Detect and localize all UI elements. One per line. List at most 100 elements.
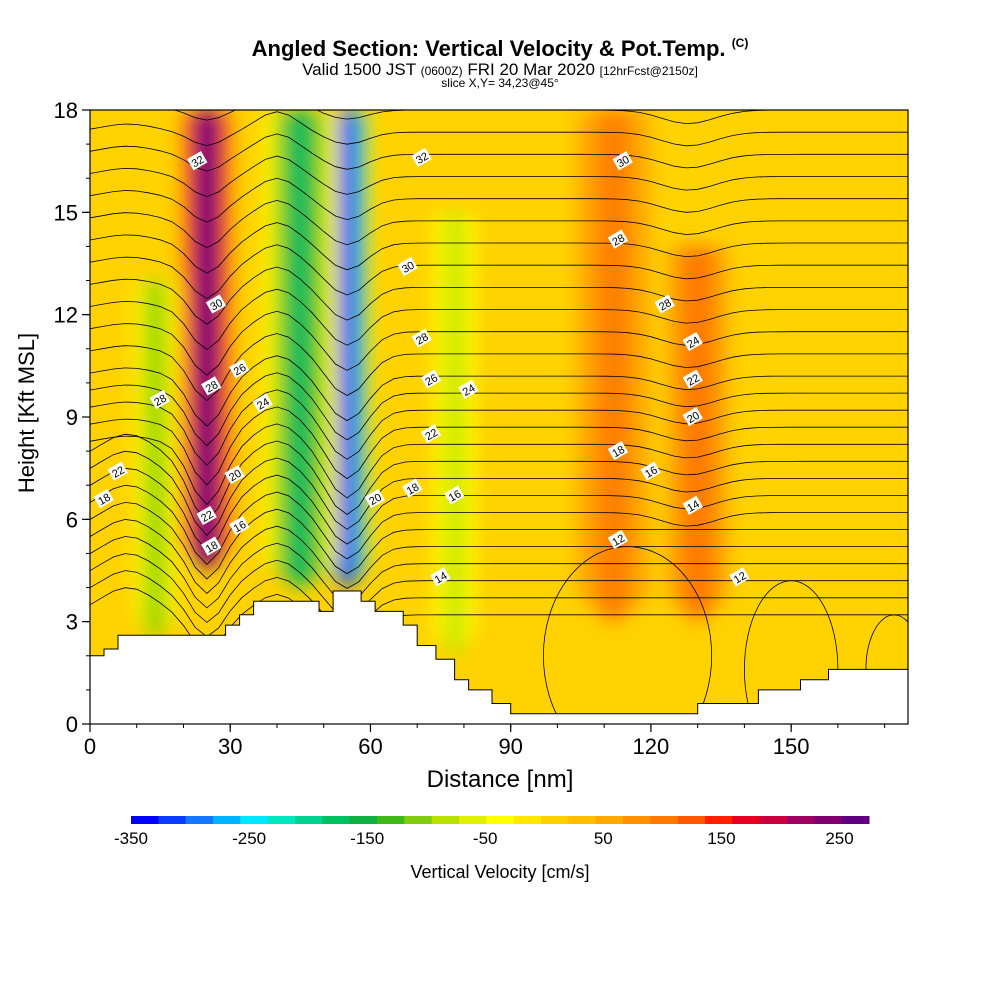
contour-label: 28 xyxy=(654,294,675,314)
x-axis: 0 30 60 90 120 150 xyxy=(84,724,886,759)
copyright-mark: (C) xyxy=(731,36,749,50)
theta-contour-line xyxy=(90,450,908,537)
colorbar-swatch xyxy=(787,816,815,824)
contour-label: 24 xyxy=(458,379,479,399)
y-tick-label: 18 xyxy=(54,98,78,123)
theta-contour-line xyxy=(90,155,908,198)
x-tick-label: 30 xyxy=(218,734,242,759)
contour-labels: 32 30 28 26 24 20 22 16 18 28 22 18 32 30 28 26 24 22 20 18… xyxy=(93,147,750,587)
contour-label: 24 xyxy=(682,331,703,352)
theta-contour-line xyxy=(90,310,908,376)
colorbar-swatch xyxy=(295,816,323,824)
contour-label: 30 xyxy=(397,256,418,277)
contour-label: 28 xyxy=(411,328,432,348)
svg-text:16: 16 xyxy=(232,519,249,536)
theta-contour-line xyxy=(90,406,908,486)
colorbar-tick-label: 150 xyxy=(707,829,735,848)
theta-contour-line xyxy=(90,501,908,580)
theta-contour-line xyxy=(90,133,908,172)
svg-text:22: 22 xyxy=(423,427,440,444)
theta-contour-line xyxy=(90,177,908,223)
theta-contour-line xyxy=(90,244,908,300)
theta-contour-line xyxy=(90,266,908,325)
svg-text:28: 28 xyxy=(610,232,627,249)
contour-label: 14 xyxy=(430,567,451,587)
theta-contours xyxy=(90,67,908,724)
colorbar-swatch xyxy=(377,816,405,824)
theta-contour-line xyxy=(90,111,908,147)
contour-label: 20 xyxy=(364,488,386,509)
colorbar-swatch xyxy=(486,816,515,824)
colorbar-swatch xyxy=(322,816,351,824)
y-axis-label: Height [Kft MSL] xyxy=(14,332,39,494)
colorbar-swatch xyxy=(595,816,624,824)
colorbar-label: Vertical Velocity [cm/s] xyxy=(410,862,590,882)
contour-label: 18 xyxy=(402,478,423,498)
contour-label: 26 xyxy=(420,369,442,389)
y-tick-label: 6 xyxy=(66,507,78,532)
svg-text:32: 32 xyxy=(190,154,207,171)
theta-contour-line xyxy=(90,222,908,274)
colorbar-swatch xyxy=(650,816,679,824)
y-tick-label: 12 xyxy=(54,303,78,328)
forecast-info: [12hrFcst@2150z] xyxy=(599,64,698,78)
colorbar-swatch xyxy=(841,816,870,824)
colorbar-tick-label: -50 xyxy=(473,829,498,848)
colorbar-swatch xyxy=(404,816,433,824)
svg-text:20: 20 xyxy=(685,410,702,427)
svg-text:24: 24 xyxy=(255,396,272,413)
svg-text:30: 30 xyxy=(208,297,225,314)
theta-contour-line xyxy=(90,67,908,101)
theta-contour-line xyxy=(90,389,908,466)
theta-contour-line xyxy=(90,518,908,594)
svg-text:14: 14 xyxy=(685,498,702,515)
contour-label: 32 xyxy=(187,151,208,171)
contour-label: 20 xyxy=(682,406,703,427)
svg-text:30: 30 xyxy=(615,154,632,171)
svg-text:22: 22 xyxy=(685,372,702,389)
colorbar-swatch xyxy=(267,816,296,824)
x-tick-label: 0 xyxy=(84,734,96,759)
colorbar-swatch xyxy=(814,816,843,824)
colorbar-tick-label: 50 xyxy=(594,829,613,848)
theta-contour-line xyxy=(90,484,908,565)
contour-label: 20 xyxy=(224,464,245,485)
contour-label: 18 xyxy=(93,488,114,509)
colorbar-swatch xyxy=(185,816,214,824)
valid-time-line: Valid 1500 JST (0600Z) FRI 20 Mar 2020 [… xyxy=(0,60,1000,80)
x-tick-label: 120 xyxy=(633,734,670,759)
colorbar-swatch xyxy=(677,816,706,824)
svg-text:20: 20 xyxy=(367,492,384,509)
colorbar-swatch xyxy=(459,816,487,824)
colorbar-swatch xyxy=(732,816,761,824)
contour-label: 22 xyxy=(107,461,128,481)
theta-contour-line xyxy=(90,333,908,402)
valid-time-local: Valid 1500 JST xyxy=(302,60,416,79)
colorbar-swatch xyxy=(131,816,159,824)
x-tick-label: 60 xyxy=(358,734,382,759)
svg-text:16: 16 xyxy=(643,464,660,481)
velocity-band xyxy=(690,246,705,622)
svg-text:28: 28 xyxy=(152,393,169,410)
svg-text:12: 12 xyxy=(732,570,749,587)
svg-text:20: 20 xyxy=(227,468,244,485)
svg-text:16: 16 xyxy=(447,488,464,505)
svg-text:24: 24 xyxy=(685,335,702,352)
svg-text:26: 26 xyxy=(232,362,249,379)
colorbar-swatch xyxy=(213,816,241,824)
colorbar: -350 -250 -150 -50 50 150 250 xyxy=(114,816,870,848)
contour-label: 22 xyxy=(682,369,703,389)
y-axis: 0 3 6 9 12 15 18 xyxy=(54,98,90,737)
svg-text:12: 12 xyxy=(610,532,627,549)
plot-area: 32 30 28 26 24 20 22 16 18 28 22 18 32 30 28 26 24 22 20 18… xyxy=(90,67,908,724)
contour-label: 28 xyxy=(149,389,171,410)
svg-text:18: 18 xyxy=(204,539,221,556)
contour-label: 30 xyxy=(205,294,227,314)
y-tick-label: 15 xyxy=(54,200,78,225)
contour-label: 16 xyxy=(444,485,465,505)
x-axis-label: Distance [nm] xyxy=(426,766,574,793)
chart-title-main: Angled Section: Vertical Velocity & Pot.… xyxy=(251,36,726,61)
theta-contour-line xyxy=(90,199,908,249)
x-tick-label: 90 xyxy=(498,734,522,759)
theta-contour-line xyxy=(90,288,908,351)
